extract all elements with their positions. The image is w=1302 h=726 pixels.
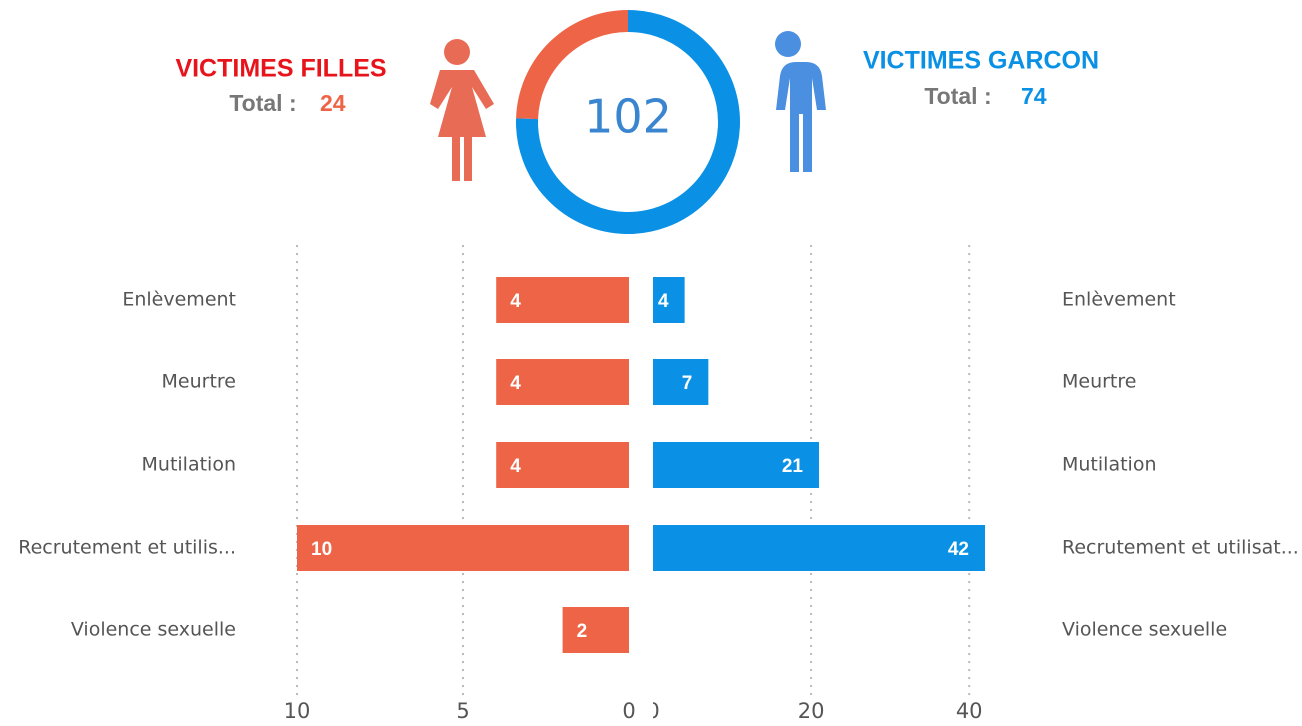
value-label: 4 xyxy=(510,291,521,312)
girls-title: VICTIMES FILLES xyxy=(175,55,386,83)
donut-segment xyxy=(516,10,629,120)
girls-total: 24 xyxy=(320,90,346,116)
x-tick-label: 0 xyxy=(646,699,659,722)
category-label: Recrutement et utilisat... xyxy=(1062,537,1299,559)
value-label: 21 xyxy=(782,456,804,477)
x-tick-label: 10 xyxy=(284,699,311,722)
bar xyxy=(653,525,985,571)
category-label: Violence sexuelle xyxy=(1062,619,1227,641)
value-label: 4 xyxy=(510,373,521,394)
girls-total-label: Total : xyxy=(229,90,296,116)
bar xyxy=(562,607,629,653)
category-label: Meurtre xyxy=(1062,371,1136,393)
bar xyxy=(653,277,685,323)
value-label: 4 xyxy=(658,291,669,312)
x-tick-label: 20 xyxy=(798,699,825,722)
bar-chart: 0 5 10 4 4 4 10 2 xyxy=(284,245,636,723)
value-label: 7 xyxy=(682,373,693,394)
bar xyxy=(653,442,819,488)
x-tick-label: 0 xyxy=(622,699,635,722)
category-label: Mutilation xyxy=(142,454,236,476)
value-label: 10 xyxy=(311,539,332,560)
bar xyxy=(297,525,629,571)
category-label: Enlèvement xyxy=(122,289,236,311)
value-label: 4 xyxy=(510,456,521,477)
girl-icon xyxy=(430,39,494,181)
bar xyxy=(653,359,709,405)
category-label: Mutilation xyxy=(1062,454,1156,476)
category-label: Meurtre xyxy=(162,371,236,393)
boys-total: 74 xyxy=(1021,83,1047,109)
donut-total: 102 xyxy=(584,90,672,144)
bar-chart: 0 20 40 4 7 21 42 xyxy=(646,245,985,722)
boys-total-label: Total : xyxy=(924,83,991,109)
donut-segment xyxy=(516,10,740,234)
x-tick-label: 5 xyxy=(456,699,469,722)
bar xyxy=(496,359,629,405)
value-label: 2 xyxy=(577,621,588,642)
category-label: Enlèvement xyxy=(1062,289,1176,311)
value-label: 42 xyxy=(948,539,969,560)
boy-icon xyxy=(770,31,826,172)
boys-title: VICTIMES GARCON xyxy=(863,47,1099,75)
x-tick-label: 40 xyxy=(956,699,983,722)
bar xyxy=(496,277,629,323)
category-label: Recrutement et utilis... xyxy=(18,537,236,559)
bar xyxy=(496,442,629,488)
category-label: Violence sexuelle xyxy=(71,619,236,641)
